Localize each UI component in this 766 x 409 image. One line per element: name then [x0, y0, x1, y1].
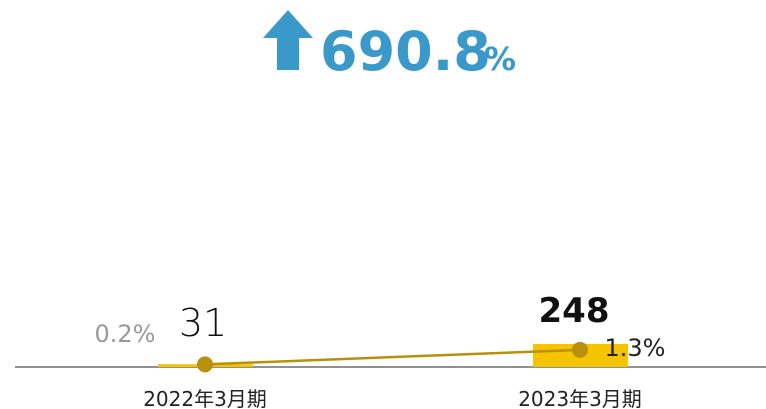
x-tick-label: 2023年3月期 — [518, 387, 642, 409]
line-point — [197, 356, 213, 373]
bar-value-label: 248 — [539, 291, 610, 331]
line-value-label: 1.3% — [605, 334, 666, 362]
line-value-label: 0.2% — [95, 320, 156, 348]
up-arrow — [263, 10, 313, 70]
change-value: 690.8 — [320, 20, 491, 83]
bar-value-label: 31 — [179, 301, 227, 345]
line — [204, 348, 581, 366]
x-tick-label: 2022年3月期 — [143, 387, 267, 409]
line-point — [572, 341, 588, 358]
change-unit: % — [484, 40, 516, 78]
